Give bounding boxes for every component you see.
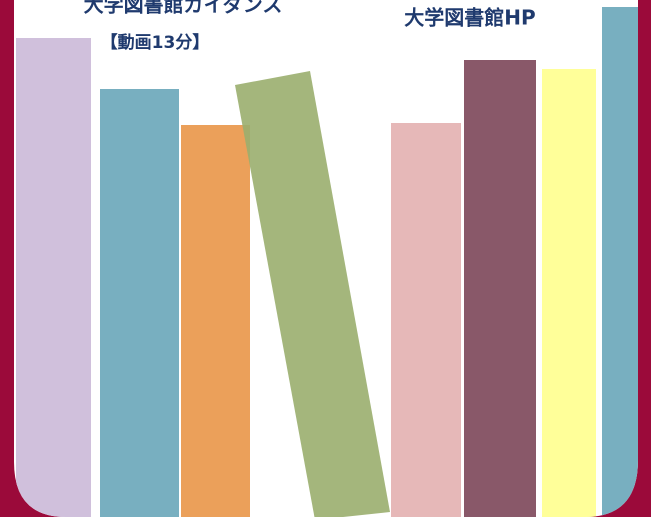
- book: [100, 89, 179, 517]
- book: [464, 60, 536, 517]
- page: 大学図書館ガイダンス 【動画13分】 大学図書館HP (() => { cons…: [0, 0, 651, 517]
- link-title[interactable]: 大学図書館ガイダンス: [84, 0, 283, 17]
- book: [181, 125, 250, 517]
- book: [602, 7, 640, 517]
- link-title[interactable]: 大学図書館HP: [404, 6, 535, 30]
- link-note[interactable]: 【動画13分】: [101, 32, 210, 53]
- book: [16, 38, 91, 517]
- banner: 大学図書館ガイダンス 【動画13分】 大学図書館HP: [0, 0, 651, 517]
- book: [391, 123, 461, 517]
- book: [542, 69, 596, 517]
